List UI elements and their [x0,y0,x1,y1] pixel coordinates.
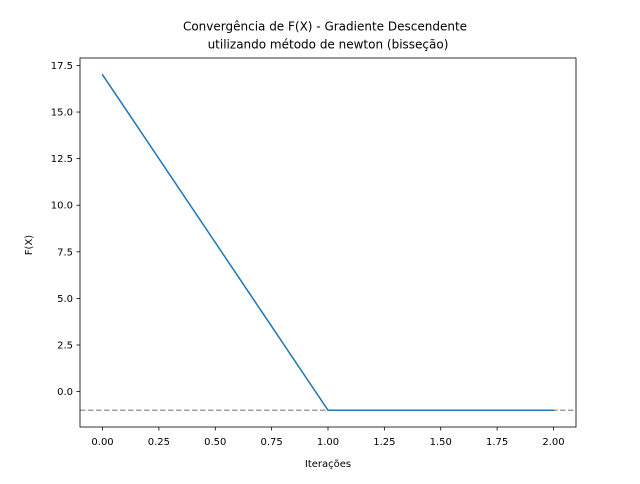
x-axis-ticks: 0.00 0.25 0.50 0.75 1.00 1.25 1.50 1.75 2.00 [91,427,565,448]
chart-title-line-1: Convergência de F(X) - Gradiente Descend… [183,20,467,34]
x-tick-label: 1.00 [317,437,339,448]
x-tick-label: 1.50 [430,437,452,448]
y-tick-label: 0.0 [57,387,73,398]
y-tick-label: 2.5 [57,341,73,352]
y-axis-ticks: 0.0 2.5 5.0 7.5 10.0 12.5 15.0 17.5 [51,61,80,398]
y-tick-label: 15.0 [51,108,73,119]
x-tick-label: 1.25 [373,437,395,448]
y-tick-label: 12.5 [51,154,73,165]
x-tick-label: 2.00 [542,437,564,448]
x-tick-label: 0.50 [204,437,226,448]
series-line-1 [101,73,555,411]
y-tick-label: 5.0 [57,294,73,305]
y-tick-label: 17.5 [51,61,73,72]
x-axis-label: Iterações [305,459,351,470]
y-tick-label: 10.0 [51,201,73,212]
y-tick-label: 7.5 [57,247,73,258]
x-tick-label: 0.25 [148,437,170,448]
x-tick-label: 1.75 [486,437,508,448]
x-tick-label: 0.00 [91,437,113,448]
chart-title-line-2: utilizando método de newton (bisseção) [208,38,449,52]
x-tick-label: 0.75 [261,437,283,448]
y-axis-label: F(X) [24,235,35,256]
